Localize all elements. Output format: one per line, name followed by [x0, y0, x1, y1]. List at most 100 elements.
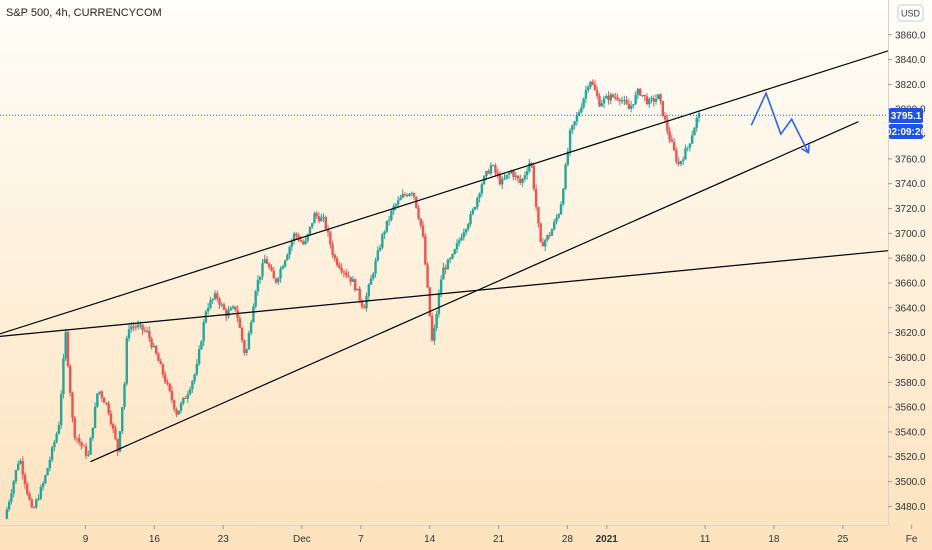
candle — [417, 205, 420, 221]
candle — [367, 283, 370, 301]
candle — [347, 271, 350, 278]
candle — [473, 206, 477, 211]
candle — [534, 184, 538, 211]
candle — [571, 124, 574, 134]
candle — [476, 196, 479, 210]
candle — [602, 96, 606, 109]
candle — [559, 201, 563, 215]
candle — [37, 494, 40, 501]
currency-button[interactable]: USD — [897, 4, 924, 22]
candle — [197, 345, 201, 366]
candle — [206, 303, 210, 315]
candle — [629, 101, 633, 113]
x-tick-label: 2021 — [596, 534, 619, 545]
trendline[interactable] — [0, 250, 888, 337]
x-tick-label: 21 — [493, 534, 505, 545]
candle — [512, 169, 515, 181]
candle — [546, 234, 549, 242]
candle — [116, 438, 119, 456]
x-tick-label: 14 — [424, 534, 436, 545]
y-tick-label: 3480.0 — [895, 502, 926, 513]
candle — [317, 212, 321, 224]
candle — [335, 256, 339, 267]
candle — [519, 174, 522, 185]
candle — [7, 499, 11, 512]
candle — [179, 401, 183, 414]
candle — [521, 178, 524, 188]
y-tick-label: 3720.0 — [895, 204, 926, 215]
candle — [44, 474, 47, 485]
candle — [202, 319, 205, 347]
candle — [320, 213, 323, 222]
candle — [286, 253, 289, 261]
candle — [661, 100, 665, 117]
candle — [591, 79, 594, 86]
candle — [679, 160, 683, 167]
candle — [381, 232, 384, 250]
candle — [311, 223, 314, 230]
candle — [670, 134, 674, 143]
candle — [503, 173, 506, 181]
trendline[interactable] — [0, 50, 888, 335]
candle — [295, 232, 298, 240]
candle — [150, 336, 153, 350]
candle — [93, 402, 97, 429]
candle — [62, 353, 65, 399]
candle — [645, 93, 649, 106]
candle — [650, 95, 653, 104]
candle — [254, 289, 257, 309]
y-tick-label: 3540.0 — [895, 427, 926, 438]
candle — [491, 164, 495, 167]
candle — [173, 399, 176, 412]
candle — [446, 258, 450, 270]
candle — [170, 386, 174, 404]
plot-area[interactable] — [0, 50, 888, 520]
candle — [125, 335, 128, 386]
candle — [462, 228, 465, 241]
candle — [582, 97, 585, 110]
candle — [182, 397, 185, 406]
candle — [607, 91, 610, 105]
time-axis[interactable]: 9 16 23 Dec 7 14 21 28 2021 11 18 25 Fe — [83, 525, 918, 545]
candle — [494, 163, 497, 177]
y-tick-label: 3500.0 — [895, 477, 926, 488]
candle — [399, 194, 402, 201]
candle — [600, 100, 603, 107]
candle — [675, 147, 678, 165]
candle — [268, 262, 271, 269]
candle — [105, 402, 108, 406]
candle — [175, 407, 178, 418]
candle — [659, 93, 662, 105]
candle — [304, 237, 307, 246]
y-tick-label: 3600.0 — [895, 353, 926, 364]
candle — [365, 292, 368, 312]
y-tick-label: 3620.0 — [895, 328, 926, 339]
candle — [625, 96, 628, 105]
candle — [261, 258, 264, 281]
candle — [471, 207, 475, 216]
candle — [648, 97, 651, 108]
candle — [46, 467, 49, 476]
candle — [663, 112, 667, 123]
projection-path[interactable] — [750, 90, 810, 154]
candle — [426, 261, 429, 289]
candle — [424, 233, 427, 266]
candle — [313, 211, 316, 224]
candle — [265, 256, 269, 265]
candle — [487, 168, 490, 175]
candle — [107, 401, 110, 416]
candle — [550, 228, 554, 236]
x-tick-label: 16 — [149, 534, 161, 545]
candle — [573, 121, 576, 130]
candle — [523, 171, 527, 182]
trendline[interactable] — [90, 121, 859, 463]
candle — [19, 458, 22, 465]
candle — [159, 358, 162, 365]
price-badges: 3795.1 02:09:26 — [886, 108, 926, 139]
candle — [652, 95, 655, 107]
candle — [234, 306, 237, 312]
candle — [279, 266, 282, 283]
x-tick-label: Fe — [906, 534, 918, 545]
candle — [541, 238, 545, 247]
